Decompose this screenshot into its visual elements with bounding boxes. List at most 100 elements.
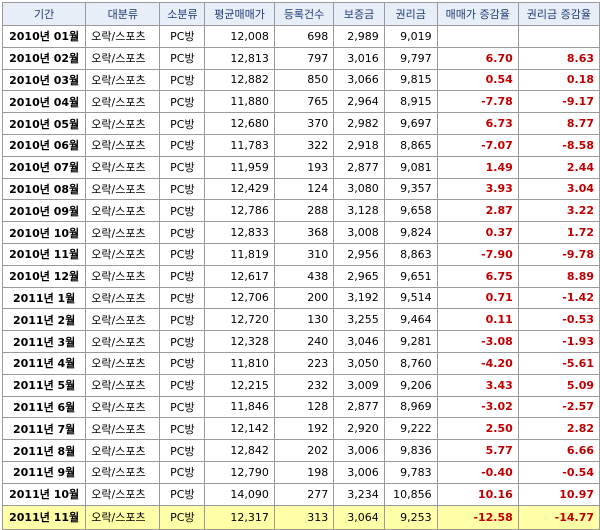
cell-listing-count: 128 — [273, 395, 335, 419]
cell-sub-category: PC방 — [159, 330, 206, 353]
cell-major-category: 오락/스포츠 — [85, 482, 161, 506]
cell-major-category: 오락/스포츠 — [85, 133, 161, 157]
table-row: 2010년 08월 오락/스포츠 PC방 12,429 124 3,080 9,357 3.9… — [1, 177, 600, 201]
cell-major-category: 오락/스포츠 — [85, 177, 161, 201]
cell-sub-category: PC방 — [159, 242, 206, 266]
cell-deposit: 2,989 — [333, 25, 385, 48]
table-row: 2011년 4월 오락/스포츠 PC방 11,810 223 3,050 8,760 -4.2… — [1, 351, 600, 375]
cell-sub-category: PC방 — [159, 504, 206, 530]
cell-sub-category: PC방 — [159, 199, 206, 223]
cell-deposit: 2,965 — [333, 264, 385, 288]
cell-premium-change: 3.04 — [517, 177, 600, 201]
cell-premium: 9,658 — [383, 199, 438, 223]
header-row: 기간 대분류 소분류 평균매매가 등록건수 보증금 권리금 매매가 증감율 권리… — [1, 2, 600, 26]
cell-major-category: 오락/스포츠 — [85, 286, 161, 310]
cell-listing-count: 202 — [273, 439, 335, 462]
table-row: 2010년 04월 오락/스포츠 PC방 11,880 765 2,964 8,915 -7.… — [1, 90, 600, 114]
cell-premium-change: -14.77 — [517, 504, 600, 530]
cell-major-category: 오락/스포츠 — [85, 308, 161, 332]
cell-listing-count: 310 — [273, 242, 335, 266]
cell-premium-change — [517, 25, 600, 48]
cell-premium: 9,222 — [383, 417, 438, 441]
cell-premium: 9,206 — [383, 373, 438, 397]
cell-premium: 8,915 — [383, 90, 438, 114]
cell-sub-category: PC방 — [159, 482, 206, 506]
cell-premium: 9,253 — [383, 504, 438, 530]
cell-major-category: 오락/스포츠 — [85, 439, 161, 462]
table-row: 2011년 7월 오락/스포츠 PC방 12,142 192 2,920 9,222 2.50… — [1, 417, 600, 441]
cell-major-category: 오락/스포츠 — [85, 504, 161, 530]
cell-sub-category: PC방 — [159, 460, 206, 484]
cell-period: 2011년 11월 — [1, 504, 87, 530]
header-sub-category: 소분류 — [159, 2, 206, 26]
cell-sub-category: PC방 — [159, 46, 206, 70]
cell-major-category: 오락/스포츠 — [85, 460, 161, 484]
cell-major-category: 오락/스포츠 — [85, 46, 161, 70]
cell-sale-price-change: -3.08 — [436, 330, 519, 353]
header-premium: 권리금 — [383, 2, 438, 26]
cell-premium-change: -9.17 — [517, 90, 600, 114]
cell-major-category: 오락/스포츠 — [85, 242, 161, 266]
table-row: 2010년 05월 오락/스포츠 PC방 12,680 370 2,982 9,697 6.7… — [1, 112, 600, 135]
cell-premium: 9,514 — [383, 286, 438, 310]
cell-deposit: 3,234 — [333, 482, 385, 506]
cell-premium: 9,836 — [383, 439, 438, 462]
cell-listing-count: 277 — [273, 482, 335, 506]
cell-premium-change: -5.61 — [517, 351, 600, 375]
cell-listing-count: 198 — [273, 460, 335, 484]
cell-sale-price-change: 3.43 — [436, 373, 519, 397]
cell-listing-count: 850 — [273, 68, 335, 92]
table-row: 2010년 10월 오락/스포츠 PC방 12,833 368 3,008 9,824 0.3… — [1, 221, 600, 244]
cell-period: 2011년 4월 — [1, 351, 87, 375]
cell-avg-sale-price: 12,786 — [204, 199, 275, 223]
cell-premium: 9,815 — [383, 68, 438, 92]
cell-premium-change: 10.97 — [517, 482, 600, 506]
cell-sub-category: PC방 — [159, 351, 206, 375]
cell-premium: 8,865 — [383, 133, 438, 157]
cell-avg-sale-price: 12,215 — [204, 373, 275, 397]
cell-avg-sale-price: 12,317 — [204, 504, 275, 530]
cell-major-category: 오락/스포츠 — [85, 330, 161, 353]
cell-listing-count: 765 — [273, 90, 335, 114]
cell-avg-sale-price: 12,142 — [204, 417, 275, 441]
cell-sale-price-change: -12.58 — [436, 504, 519, 530]
cell-premium-change: 8.77 — [517, 112, 600, 135]
cell-period: 2010년 02월 — [1, 46, 87, 70]
cell-deposit: 3,016 — [333, 46, 385, 70]
cell-deposit: 3,192 — [333, 286, 385, 310]
cell-listing-count: 797 — [273, 46, 335, 70]
cell-major-category: 오락/스포츠 — [85, 351, 161, 375]
cell-premium-change: 6.66 — [517, 439, 600, 462]
cell-deposit: 3,080 — [333, 177, 385, 201]
cell-premium: 9,019 — [383, 25, 438, 48]
header-avg-sale-price: 평균매매가 — [204, 2, 275, 26]
cell-deposit: 3,255 — [333, 308, 385, 332]
table-row: 2010년 03월 오락/스포츠 PC방 12,882 850 3,066 9,815 0.5… — [1, 68, 600, 92]
cell-premium: 9,081 — [383, 155, 438, 179]
cell-premium-change: -0.53 — [517, 308, 600, 332]
cell-period: 2010년 05월 — [1, 112, 87, 135]
cell-avg-sale-price: 12,680 — [204, 112, 275, 135]
cell-deposit: 3,006 — [333, 460, 385, 484]
table-row: 2011년 9월 오락/스포츠 PC방 12,790 198 3,006 9,783 -0.4… — [1, 460, 600, 484]
cell-major-category: 오락/스포츠 — [85, 25, 161, 48]
cell-avg-sale-price: 12,328 — [204, 330, 275, 353]
cell-listing-count: 232 — [273, 373, 335, 397]
cell-avg-sale-price: 11,783 — [204, 133, 275, 157]
cell-deposit: 2,956 — [333, 242, 385, 266]
cell-deposit: 2,920 — [333, 417, 385, 441]
cell-sale-price-change: 6.75 — [436, 264, 519, 288]
cell-period: 2010년 12월 — [1, 264, 87, 288]
cell-premium: 8,863 — [383, 242, 438, 266]
cell-major-category: 오락/스포츠 — [85, 417, 161, 441]
cell-deposit: 2,918 — [333, 133, 385, 157]
cell-period: 2011년 5월 — [1, 373, 87, 397]
table-row: 2011년 3월 오락/스포츠 PC방 12,328 240 3,046 9,281 -3.0… — [1, 330, 600, 353]
cell-major-category: 오락/스포츠 — [85, 221, 161, 244]
cell-premium: 9,697 — [383, 112, 438, 135]
cell-sale-price-change: 3.93 — [436, 177, 519, 201]
cell-premium-change: -9.78 — [517, 242, 600, 266]
cell-listing-count: 124 — [273, 177, 335, 201]
cell-avg-sale-price: 12,720 — [204, 308, 275, 332]
